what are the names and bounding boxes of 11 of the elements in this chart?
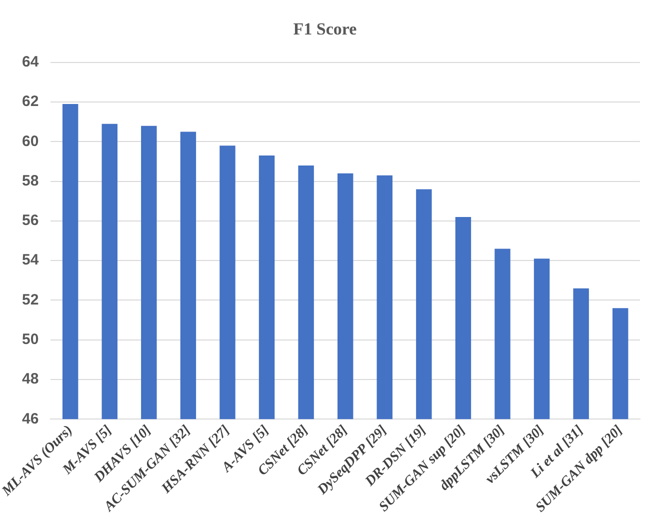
- y-tick-label: 62: [22, 93, 39, 110]
- y-tick-label: 54: [22, 252, 40, 269]
- y-tick-label: 52: [22, 291, 39, 308]
- chart-title: F1 Score: [293, 20, 358, 39]
- y-tick-label: 64: [22, 54, 40, 71]
- y-tick-label: 46: [22, 410, 39, 428]
- y-tick-label: 48: [22, 370, 39, 388]
- y-tick-label: 60: [22, 132, 39, 150]
- y-tick-label: 58: [22, 172, 39, 190]
- y-tick-label: 50: [22, 331, 39, 348]
- y-tick-label: 56: [22, 212, 39, 230]
